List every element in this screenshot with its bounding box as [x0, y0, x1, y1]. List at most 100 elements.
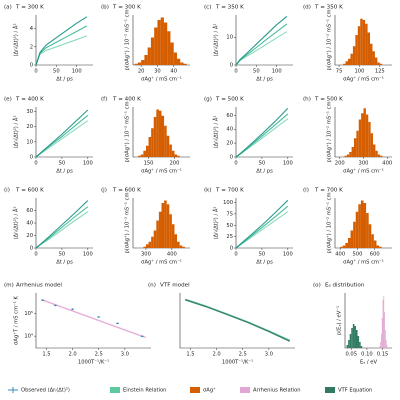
hist-bar	[160, 17, 164, 65]
hist-bar	[379, 63, 383, 65]
panel-label: (a)	[4, 5, 12, 11]
x-tick-label: 2.0	[68, 352, 76, 358]
hist-bar	[150, 37, 155, 65]
hist-bar	[372, 51, 375, 65]
hist-bar	[179, 245, 183, 248]
x-tick-label: 1.5	[42, 352, 50, 358]
y-tick-label: 10⁴	[24, 334, 33, 340]
hist-bar	[361, 113, 364, 157]
y-tick-label: 10	[226, 35, 233, 41]
x-tick-label: 20	[138, 69, 145, 75]
y-axis-label: ⟨Δrᵢ(Δt)²⟩ / Å²	[213, 206, 220, 239]
hist-bar	[350, 230, 354, 248]
hist-bar	[346, 345, 349, 348]
axis-spine	[344, 293, 392, 349]
y-axis-label: p(σAg⁺) / 10⁻² mS⁻¹ cm	[125, 101, 131, 162]
legend-label: VTF Equation	[338, 388, 372, 394]
x-tick-label: 0	[234, 252, 237, 258]
hist-bar	[357, 26, 361, 65]
y-tick-label: 2	[30, 44, 33, 50]
x-tick-label: 100	[272, 69, 282, 75]
y-axis-label: ⟨Δrᵢ(Δt)²⟩ / Å²	[213, 23, 220, 56]
hist-bar	[356, 130, 359, 157]
hist-bar	[365, 114, 369, 157]
hist-bar	[171, 150, 175, 157]
x-tick-label: 400	[382, 161, 392, 167]
y-tick-label: 20	[26, 233, 33, 239]
hist-bar	[352, 324, 355, 348]
panel-title: T = 600 K	[112, 188, 141, 194]
x-tick-label: 100	[354, 69, 364, 75]
hist-bar	[359, 342, 361, 348]
hist-bar	[354, 138, 357, 157]
panel-label: (j)	[101, 188, 107, 194]
panel-title: VTF model	[160, 283, 190, 289]
y-tick-label: 40	[26, 221, 33, 227]
hist-bar	[164, 125, 167, 157]
hist-bar	[383, 296, 385, 348]
panel-label: (f)	[101, 97, 107, 103]
y-tick-label: 30	[26, 109, 33, 115]
x-tick-label: 300	[141, 252, 151, 258]
panel-label: (k)	[204, 188, 212, 194]
hist-bar	[167, 31, 171, 65]
hist-bar	[138, 155, 141, 157]
y-tick-label: 60	[226, 113, 233, 119]
hist-bar	[174, 154, 178, 157]
hist-bar	[353, 221, 356, 248]
hist-bar	[377, 62, 380, 65]
x-axis-label: Δt / ps	[56, 260, 73, 266]
panel-title: Eₐ distribution	[325, 283, 365, 289]
panel-label: (h)	[303, 97, 311, 103]
line-series	[235, 15, 288, 66]
x-tick-label: 50	[59, 252, 66, 258]
x-axis-label: Δt / ps	[256, 260, 273, 266]
hist-bar	[147, 47, 151, 65]
hist-bar	[362, 20, 366, 65]
y-tick-label: 20	[226, 141, 233, 147]
legend-swatch	[325, 387, 335, 393]
line-series	[40, 298, 147, 339]
hist-bar	[355, 330, 358, 348]
x-tick-label: 0.05	[345, 352, 357, 358]
x-tick-label: 0	[34, 252, 37, 258]
panel-title: Arrhenius model	[16, 283, 62, 289]
legend-label: Einstein Relation	[123, 388, 166, 394]
hist-bar	[385, 340, 387, 348]
panel-label: (o)	[313, 283, 321, 289]
hist-bar	[368, 224, 372, 248]
y-tick-label: 25	[226, 234, 233, 240]
panel-title: T = 500 K	[314, 97, 343, 103]
y-axis-label: σAg⁺T / mS cm⁻¹ K	[14, 295, 20, 344]
y-axis-label: ⟨Δrᵢ(Δt)²⟩ / Å²	[13, 23, 20, 56]
y-axis-label: ⟨Δrᵢ(Δt)²⟩ / Å²	[13, 115, 20, 148]
legend-label: σAg⁺	[203, 388, 216, 394]
hist-bar	[345, 243, 348, 248]
x-axis-label: Eₐ / eV	[360, 360, 378, 366]
panel-label: (i)	[4, 188, 10, 194]
hist-bar	[151, 236, 154, 248]
x-axis-label: σAg⁺ / mS cm⁻¹	[343, 169, 384, 175]
hist-bar	[145, 145, 149, 157]
x-tick-label: 30	[154, 69, 161, 75]
hist-bar	[177, 155, 180, 157]
axis-spine	[35, 293, 151, 349]
legend-swatch	[240, 387, 250, 393]
hist-bar	[157, 20, 161, 65]
hist-bar	[164, 200, 167, 248]
x-tick-label: 50	[253, 69, 260, 75]
x-tick-label: 1.5	[186, 352, 194, 358]
hist-bar	[166, 135, 170, 157]
panel-title: T = 700 K	[215, 188, 244, 194]
hist-bar	[350, 53, 353, 65]
x-axis-label: σAg⁺ / mS cm⁻¹	[343, 77, 384, 83]
hist-bar	[347, 238, 351, 248]
panel-title: T = 500 K	[215, 97, 244, 103]
line-series	[185, 299, 291, 342]
line-series	[35, 200, 89, 249]
y-tick-label: 0	[230, 63, 233, 69]
hist-bar	[371, 234, 374, 248]
panel-title: T = 400 K	[112, 97, 141, 103]
hist-bar	[176, 58, 181, 65]
x-axis-label: Δt / ps	[56, 77, 73, 83]
